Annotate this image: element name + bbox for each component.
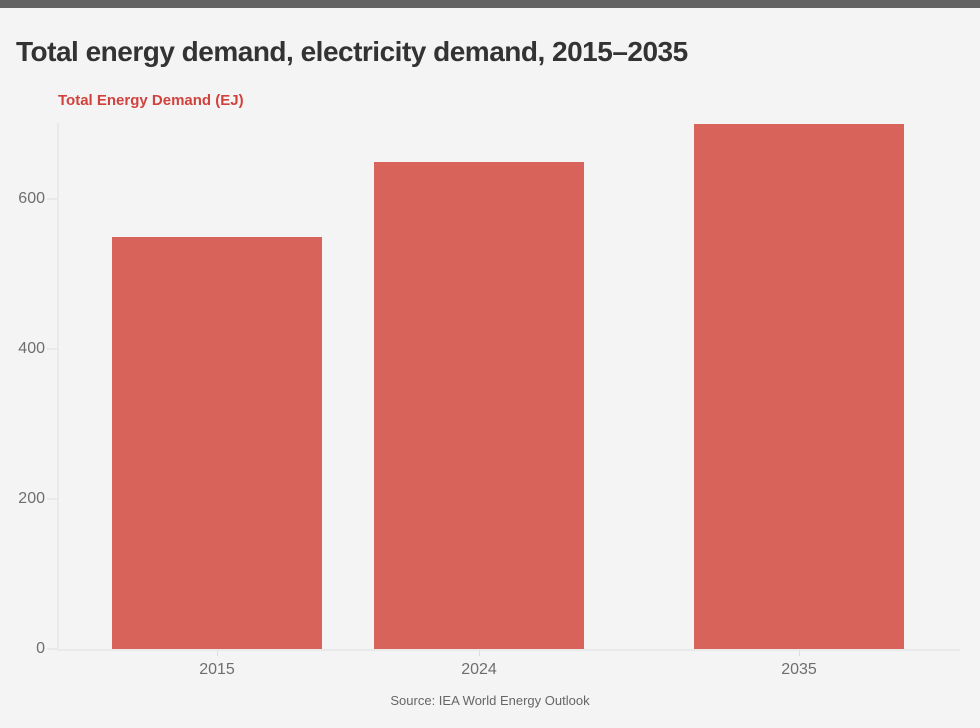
y-tick-label-0: 0	[36, 640, 45, 657]
x-tick-label-2024: 2024	[461, 661, 497, 678]
x-tick-mark-2024	[479, 651, 480, 656]
chart-title: Total energy demand, electricity demand,…	[16, 36, 688, 67]
y-tick-mark-0	[47, 648, 57, 650]
source-caption: Source: IEA World Energy Outlook	[390, 693, 590, 708]
y-tick-mark-400	[47, 348, 57, 350]
top-accent-stripe	[0, 0, 980, 8]
bar-2024[interactable]	[374, 161, 584, 649]
y-tick-label-200: 200	[18, 490, 45, 507]
x-tick-mark-2035	[799, 651, 800, 656]
x-tick-mark-2015	[217, 651, 218, 656]
y-tick-label-400: 400	[18, 340, 45, 357]
bar-2015[interactable]	[112, 236, 322, 649]
plot-area: 0 200 400 600 2015 2024 2035	[18, 123, 960, 678]
y-tick-mark-600	[47, 198, 57, 200]
y-tick-label-600: 600	[18, 190, 45, 207]
x-tick-label-2035: 2035	[781, 661, 817, 678]
y-axis-title: Total Energy Demand (EJ)	[58, 92, 244, 109]
x-tick-label-2015: 2015	[199, 661, 235, 678]
bar-2035[interactable]	[694, 124, 904, 649]
y-tick-mark-200	[47, 498, 57, 500]
